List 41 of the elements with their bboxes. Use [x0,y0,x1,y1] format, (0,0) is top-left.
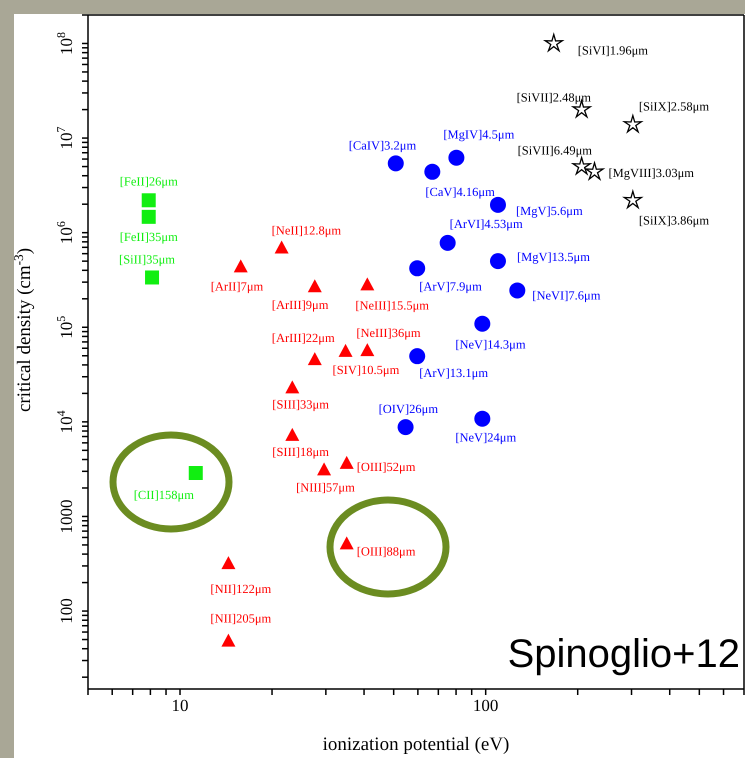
x-tick-label: 10 [172,696,189,715]
annotation: [CII]158μm [134,488,194,502]
annotation: [SiVII]6.49μm [518,144,592,158]
annotation: [ArVI]4.53μm [450,216,523,231]
annotation: [SiII]35μm [119,252,176,266]
annotation: [ArIII]9μm [272,298,329,312]
annotation: [ArV]13.1μm [419,366,488,380]
annotation: [CaV]4.16μm [425,184,496,199]
annotation: [NIII]57μm [296,480,356,494]
annotation: [FeII]26μm [120,174,178,188]
y-tick-label: 100 [57,598,76,624]
annotation: [NeIII]15.5μm [355,298,430,312]
annotation: [SIII]33μm [272,397,330,412]
annotation: [OIV]26μm [378,402,438,416]
annotation: [SiIX]3.86μm [638,213,710,228]
annotation: [SiVI]1.96μm [578,43,648,58]
annotation: [NeIII]36μm [356,326,421,340]
annotation: [ArII]7μm [210,279,264,294]
x-axis-title: ionization potential (eV) [322,734,510,755]
y-tick-label: 1000 [57,499,76,534]
annotation: [FeII]35μm [120,230,178,244]
annotation: [MgVIII]3.03μm [608,166,694,180]
annotation: Spinoglio+12 [508,632,740,676]
annotation: [NII]205μm [210,612,272,626]
annotation: [NeV]24μm [455,430,516,445]
annotation: [SiVII]2.48μm [516,90,592,105]
annotation: [SIII]18μm [272,444,330,459]
annotation: [MgV]13.5μm [516,250,590,264]
annotation: [ArIII]22μm [272,331,335,346]
annotation: [NeVI]7.6μm [532,288,601,302]
annotation: [ArV]7.9μm [419,279,482,294]
annotation: [OIII]88μm [356,544,416,558]
annotation: [SiIX]2.58μm [638,100,710,114]
annotation: [NeV]14.3μm [455,338,526,352]
annotation: [SIV]10.5μm [332,362,400,377]
annotation: [MgIV]4.5μm [443,128,515,142]
annotation: [NeII]12.8μm [272,224,342,238]
annotation: [MgV]5.6μm [516,204,584,218]
annotation: [NII]122μm [210,582,272,596]
annotation: [CaIV]3.2μm [348,138,416,152]
annotation: [OIII]52μm [356,460,416,474]
